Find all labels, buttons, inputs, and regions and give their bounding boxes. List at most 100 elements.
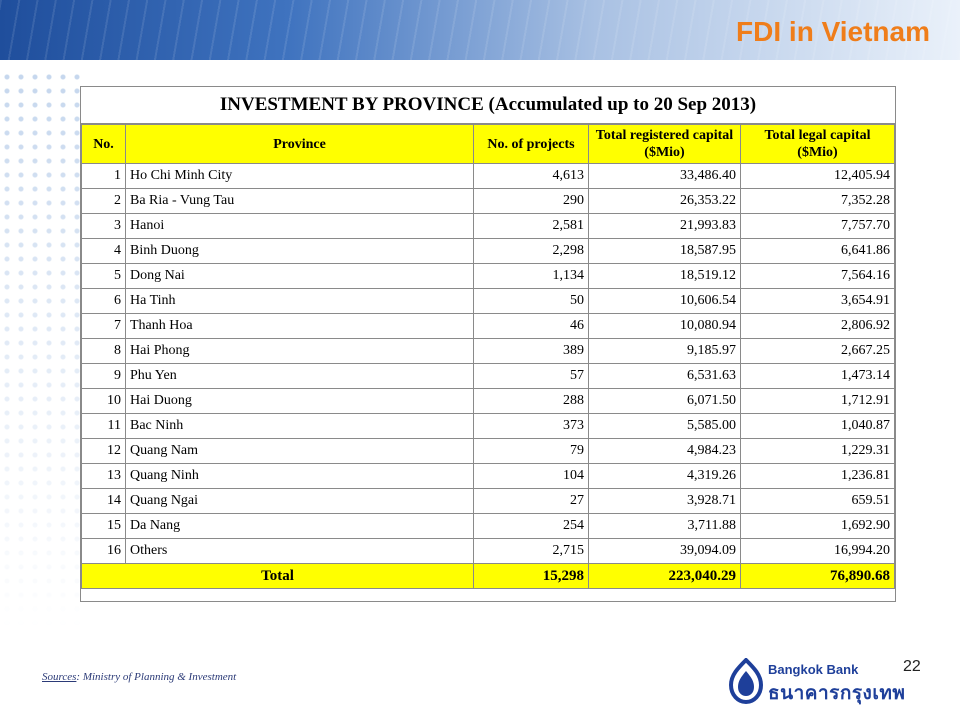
province-cell: Ha Tinh	[125, 288, 474, 314]
province-cell: Dong Nai	[125, 263, 474, 289]
projects-cell: 288	[473, 388, 589, 414]
projects-cell: 2,298	[473, 238, 589, 264]
total-registered-capital: 223,040.29	[588, 563, 741, 589]
projects-cell: 79	[473, 438, 589, 464]
province-cell: Quang Ngai	[125, 488, 474, 514]
province-cell: Da Nang	[125, 513, 474, 539]
province-cell: Hanoi	[125, 213, 474, 239]
sources-text: : Ministry of Planning & Investment	[76, 671, 237, 683]
row-number-cell: 4	[81, 238, 126, 264]
projects-cell: 2,581	[473, 213, 589, 239]
registered-capital-cell: 26,353.22	[588, 188, 741, 214]
row-number-cell: 2	[81, 188, 126, 214]
table-row: 9 Phu Yen 57 6,531.63 1,473.14	[81, 363, 895, 389]
registered-capital-cell: 9,185.97	[588, 338, 741, 364]
row-number-cell: 14	[81, 488, 126, 514]
table-row: 14 Quang Ngai 27 3,928.71 659.51	[81, 488, 895, 514]
header-row: No. Province No. of projects Total regis…	[81, 124, 895, 164]
total-legal-capital: 76,890.68	[740, 563, 895, 589]
table-row: 15 Da Nang 254 3,711.88 1,692.90	[81, 513, 895, 539]
header-band	[0, 0, 960, 60]
logo-text-english: Bangkok Bank	[768, 662, 859, 677]
total-row: Total 15,298 223,040.29 76,890.68	[81, 563, 895, 589]
legal-capital-cell: 6,641.86	[740, 238, 895, 264]
sources-label: Sources	[42, 671, 77, 683]
projects-cell: 27	[473, 488, 589, 514]
legal-capital-cell: 2,667.25	[740, 338, 895, 364]
table-row: 16 Others 2,715 39,094.09 16,994.20	[81, 538, 895, 564]
projects-cell: 57	[473, 363, 589, 389]
province-cell: Binh Duong	[125, 238, 474, 264]
row-number-cell: 13	[81, 463, 126, 489]
projects-cell: 4,613	[473, 163, 589, 189]
row-number-cell: 9	[81, 363, 126, 389]
legal-capital-cell: 7,352.28	[740, 188, 895, 214]
registered-capital-cell: 6,531.63	[588, 363, 741, 389]
legal-capital-cell: 1,712.91	[740, 388, 895, 414]
row-number-cell: 7	[81, 313, 126, 339]
projects-cell: 254	[473, 513, 589, 539]
projects-cell: 373	[473, 413, 589, 439]
column-header-registered-capital: Total registered capital ($Mio)	[588, 124, 741, 164]
legal-capital-cell: 2,806.92	[740, 313, 895, 339]
registered-capital-cell: 3,711.88	[588, 513, 741, 539]
sources-note: Sources: Ministry of Planning & Investme…	[42, 671, 236, 683]
projects-cell: 389	[473, 338, 589, 364]
registered-capital-cell: 3,928.71	[588, 488, 741, 514]
row-number-cell: 1	[81, 163, 126, 189]
province-cell: Hai Duong	[125, 388, 474, 414]
province-cell: Phu Yen	[125, 363, 474, 389]
registered-capital-cell: 10,606.54	[588, 288, 741, 314]
bank-logo: Bangkok Bank ธนาคารกรุงเทพ	[728, 658, 938, 706]
province-cell: Quang Ninh	[125, 463, 474, 489]
table-row: 4 Binh Duong 2,298 18,587.95 6,641.86	[81, 238, 895, 264]
projects-cell: 104	[473, 463, 589, 489]
total-projects: 15,298	[473, 563, 589, 589]
slide-title: FDI in Vietnam	[736, 16, 930, 47]
province-cell: Ho Chi Minh City	[125, 163, 474, 189]
registered-capital-cell: 18,587.95	[588, 238, 741, 264]
registered-capital-cell: 39,094.09	[588, 538, 741, 564]
table-row: 13 Quang Ninh 104 4,319.26 1,236.81	[81, 463, 895, 489]
registered-capital-cell: 4,319.26	[588, 463, 741, 489]
investment-table: No. Province No. of projects Total regis…	[81, 124, 895, 589]
table-row: 10 Hai Duong 288 6,071.50 1,712.91	[81, 388, 895, 414]
table-row: 7 Thanh Hoa 46 10,080.94 2,806.92	[81, 313, 895, 339]
legal-capital-cell: 7,564.16	[740, 263, 895, 289]
province-cell: Thanh Hoa	[125, 313, 474, 339]
registered-capital-cell: 10,080.94	[588, 313, 741, 339]
row-number-cell: 5	[81, 263, 126, 289]
table-body: 1 Ho Chi Minh City 4,613 33,486.40 12,405.94…	[81, 163, 895, 564]
legal-capital-cell: 1,692.90	[740, 513, 895, 539]
row-number-cell: 15	[81, 513, 126, 539]
projects-cell: 2,715	[473, 538, 589, 564]
row-number-cell: 11	[81, 413, 126, 439]
registered-capital-cell: 21,993.83	[588, 213, 741, 239]
registered-capital-cell: 4,984.23	[588, 438, 741, 464]
province-cell: Hai Phong	[125, 338, 474, 364]
legal-capital-cell: 7,757.70	[740, 213, 895, 239]
legal-capital-cell: 1,473.14	[740, 363, 895, 389]
header-band-texture	[0, 0, 960, 60]
projects-cell: 290	[473, 188, 589, 214]
bangkok-bank-logo-icon	[728, 658, 764, 704]
legal-capital-cell: 16,994.20	[740, 538, 895, 564]
legal-capital-cell: 3,654.91	[740, 288, 895, 314]
table-row: 1 Ho Chi Minh City 4,613 33,486.40 12,405.94	[81, 163, 895, 189]
decorative-dot-pattern	[0, 70, 80, 630]
legal-capital-cell: 1,040.87	[740, 413, 895, 439]
table-row: 8 Hai Phong 389 9,185.97 2,667.25	[81, 338, 895, 364]
table-row: 5 Dong Nai 1,134 18,519.12 7,564.16	[81, 263, 895, 289]
projects-cell: 1,134	[473, 263, 589, 289]
total-label: Total	[81, 563, 474, 589]
row-number-cell: 16	[81, 538, 126, 564]
table-heading: INVESTMENT BY PROVINCE (Accumulated up t…	[81, 87, 895, 124]
row-number-cell: 10	[81, 388, 126, 414]
projects-cell: 50	[473, 288, 589, 314]
row-number-cell: 6	[81, 288, 126, 314]
page-number: 22	[903, 658, 921, 675]
registered-capital-cell: 5,585.00	[588, 413, 741, 439]
column-header-no: No.	[81, 124, 126, 164]
legal-capital-cell: 1,229.31	[740, 438, 895, 464]
projects-cell: 46	[473, 313, 589, 339]
